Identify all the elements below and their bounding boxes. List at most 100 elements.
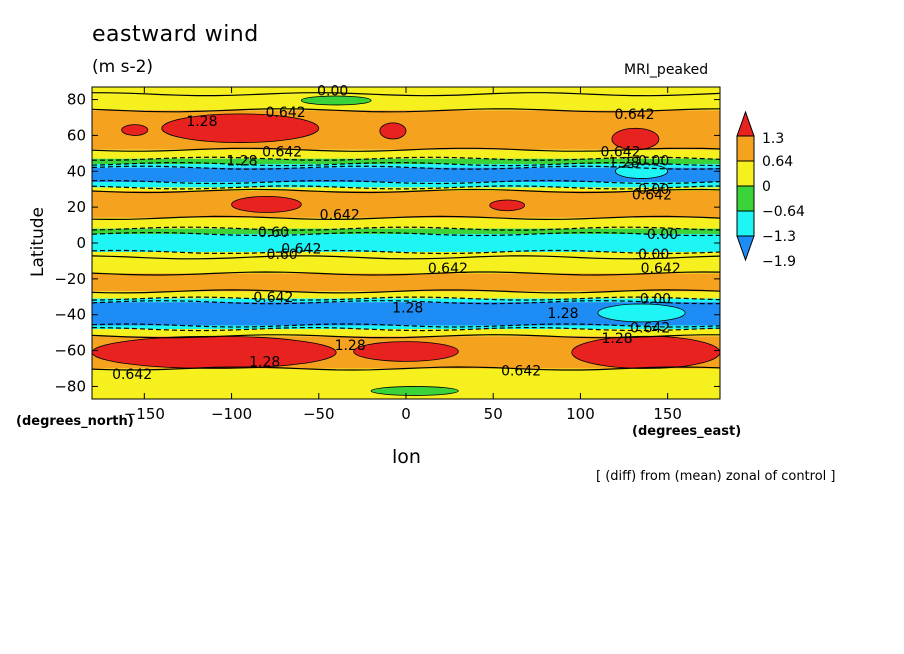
colorbar-segment-3	[736, 185, 755, 212]
y-tick-label-2: −40	[54, 306, 86, 324]
contour-label-6: 0.642	[601, 145, 641, 161]
contour-line-3	[91, 147, 721, 152]
band-15	[92, 273, 720, 292]
contour-label-8: 0.00	[638, 154, 669, 170]
band-14	[92, 257, 720, 274]
x-tick-label-5: 100	[566, 405, 595, 423]
x-tick-label-4: 50	[484, 405, 503, 423]
patch-0	[121, 124, 149, 136]
contour-label-4: 0.642	[262, 145, 302, 161]
patch-4	[231, 195, 302, 213]
colorbar-label-3: −0.64	[762, 204, 805, 220]
contour-label-23: 0.642	[630, 320, 670, 336]
contour-line-20	[91, 326, 721, 332]
colorbar-segment-4	[736, 210, 755, 237]
colorbar-segment-0	[736, 110, 755, 137]
contour-label-19: 0.642	[253, 290, 293, 306]
x-axis-label: lon	[392, 446, 421, 468]
contour-label-10: 0.642	[632, 188, 672, 204]
contour-label-5: 1.28	[226, 154, 257, 170]
contour-label-18: 0.642	[641, 261, 681, 277]
x-tick-label-6: 150	[653, 405, 682, 423]
chart-title: eastward wind	[92, 22, 259, 47]
contour-line-22	[91, 366, 721, 371]
y-tick-label-0: −80	[54, 377, 86, 395]
contour-label-28: 0.642	[501, 363, 541, 379]
contour-label-1: 0.642	[266, 105, 306, 121]
contour-label-7: 1.28	[608, 155, 639, 171]
band-12	[92, 234, 720, 252]
band-9	[92, 191, 720, 218]
contour-line-5	[91, 161, 721, 167]
y-tick-label-8: 80	[67, 91, 86, 109]
band-13	[92, 251, 720, 258]
contour-label-15: 0.00	[638, 247, 669, 263]
band-16	[92, 291, 720, 299]
contour-line-15	[91, 271, 721, 276]
band-3	[92, 149, 720, 159]
x-tick-label-2: −50	[303, 405, 335, 423]
contour-label-12: 0.60	[258, 225, 289, 241]
contour-line-16	[91, 289, 721, 294]
contour-label-17: 0.642	[428, 261, 468, 277]
patch-8	[571, 335, 721, 369]
band-17	[92, 298, 720, 303]
chart-units: (m s-2)	[92, 57, 154, 77]
colorbar-segment-5	[736, 235, 755, 262]
colorbar-segment-2	[736, 160, 755, 187]
colorbar-label-5: −1.9	[762, 254, 796, 270]
contour-line-2	[91, 108, 721, 113]
x-tick-label-3: 0	[401, 405, 411, 423]
contour-label-16: 0.60	[267, 247, 298, 263]
colorbar-label-4: −1.3	[762, 229, 796, 245]
y-axis-units: (degrees_north)	[16, 414, 134, 429]
contour-label-24: 1.28	[601, 331, 632, 347]
footnote: [ (diff) from (mean) zonal of control ]	[596, 469, 836, 484]
patch-1	[161, 113, 320, 143]
colorbar-label-1: 0.64	[762, 154, 793, 170]
colorbar-label-0: 1.3	[762, 131, 784, 147]
model-label: MRI_peaked	[624, 62, 709, 78]
contour-line-4	[92, 156, 721, 161]
y-tick-label-6: 40	[67, 162, 86, 180]
contour-line-10	[91, 215, 721, 221]
contour-line-19	[91, 323, 721, 328]
contour-line-12	[91, 231, 721, 237]
band-19	[92, 325, 720, 330]
contour-label-25: 1.28	[335, 338, 366, 354]
contour-line-7	[91, 179, 721, 185]
contour-label-3: 0.642	[614, 107, 654, 123]
band-20	[92, 329, 720, 337]
y-tick-label-7: 60	[67, 126, 86, 144]
patch-2	[379, 122, 407, 140]
patch-10	[370, 386, 459, 396]
contour-label-13: 0.642	[281, 241, 321, 257]
patch-11	[597, 303, 686, 323]
band-5	[92, 164, 720, 168]
band-18	[92, 302, 720, 326]
band-6	[92, 167, 720, 183]
contour-label-21: 1.28	[392, 301, 423, 317]
contour-line-21	[91, 334, 720, 339]
colorbar-label-2: 0	[762, 179, 771, 195]
band-7	[92, 182, 720, 188]
y-tick-label-4: 0	[76, 234, 86, 252]
patch-5	[489, 199, 526, 212]
contour-label-27: 0.642	[112, 367, 152, 383]
contour-label-26: 1.28	[249, 354, 280, 370]
contour-label-14: 0.00	[647, 227, 678, 243]
y-tick-label-3: −20	[54, 270, 86, 288]
band-1	[92, 94, 720, 111]
contour-line-13	[91, 249, 721, 255]
band-4	[92, 158, 720, 165]
contour-line-6	[91, 165, 721, 170]
band-10	[92, 217, 720, 229]
colorbar-segment-1	[736, 135, 755, 162]
x-tick-label-1: −100	[211, 405, 252, 423]
contour-label-20: 0.00	[640, 292, 671, 308]
band-11	[92, 228, 720, 235]
patch-7	[353, 341, 459, 362]
contour-label-11: 0.642	[320, 207, 360, 223]
contour-label-0: 0.00	[317, 84, 348, 100]
